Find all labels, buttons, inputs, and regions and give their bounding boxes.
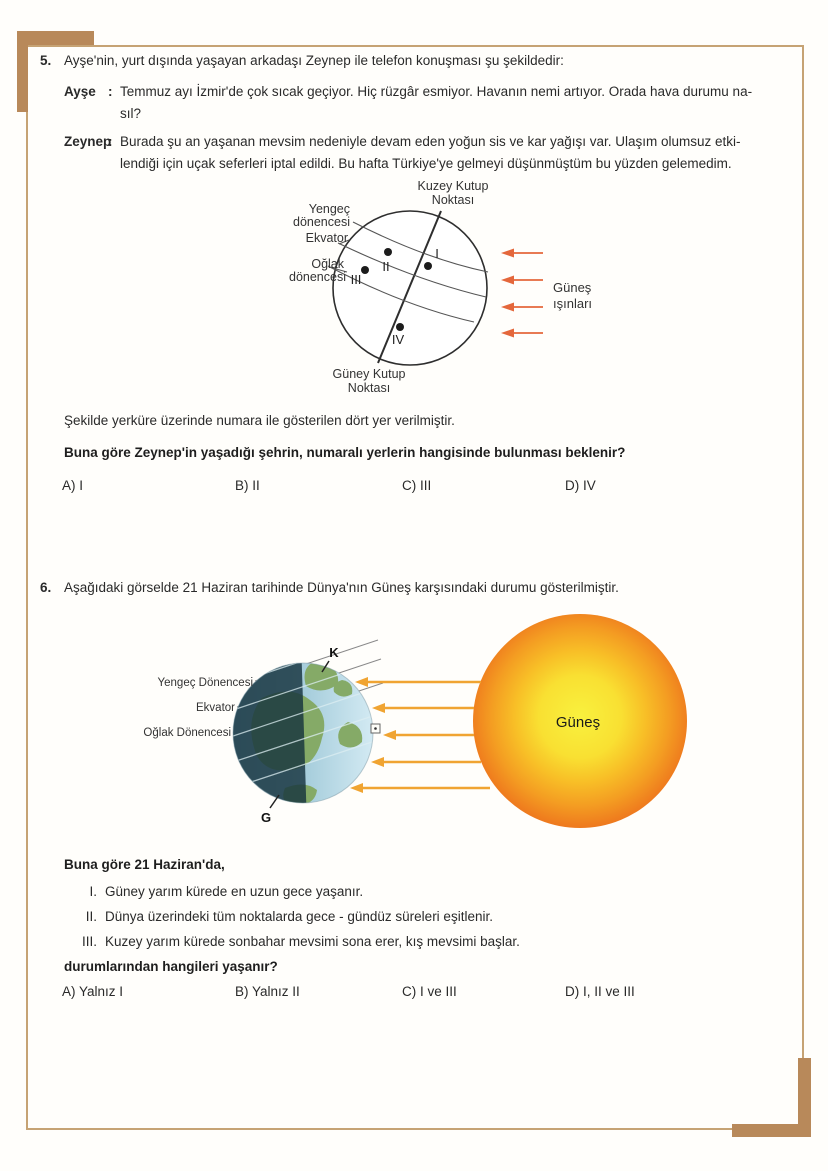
sun [473,614,687,828]
equator-label: Ekvator [306,231,348,245]
dialogue-line: Burada şu an yaşanan mevsim nedeniyle de… [120,134,741,149]
q6-option-d: D) I, II ve III [565,984,635,999]
right-angle-dot [374,727,377,730]
tropic-cancer-label-1: Yengeç [309,202,350,216]
q6-question: durumlarından hangileri yaşanır? [64,959,278,974]
q5-number: 5. [40,53,52,68]
sun-ray-arrowheads [501,248,514,338]
item-text: Dünya üzerindeki tüm noktalarda gece - g… [105,909,493,924]
item-numeral: II. [85,909,97,924]
south-pole-label-1: Güney Kutup [333,367,406,381]
q5-option-c: C) III [402,478,432,493]
point-I-label: I [435,246,439,261]
sun-ray-arrows [512,252,543,334]
point-IV-dot [396,323,404,331]
page-frame [26,45,804,1130]
item-numeral: I. [89,884,97,899]
q6-lead: Buna göre 21 Haziran'da, [64,857,225,872]
south-pole-label: G [261,810,271,825]
north-pole-label-1: Kuzey Kutup [418,179,489,193]
point-II-label: II [382,259,389,274]
corner-accent-bottom-right-h [732,1124,811,1137]
q5-option-b: B) II [235,478,260,493]
q5-dialogue-ayse: Ayşe : Temmuz ayı İzmir'de çok sıcak geç… [64,81,792,125]
north-pole-label-2: Noktası [432,193,474,207]
tropic-capricorn-label-2: dönencesi [289,270,346,284]
tropic-cancer-label-2: dönencesi [293,215,350,229]
sun-label: Güneş [556,714,600,731]
item-text: Güney yarım kürede en uzun gece yaşanır. [105,884,364,899]
speaker-label: Ayşe [64,84,96,99]
equator-label: Ekvator [196,702,235,714]
south-pole-tick [269,794,280,809]
south-pole-label-2: Noktası [348,381,390,395]
speaker-colon: : [108,84,113,99]
q6-option-a: A) Yalnız I [62,984,124,999]
point-II-dot [384,248,392,256]
equator-curve [337,242,487,298]
q5-intro: Ayşe'nin, yurt dışında yaşayan arkadaşı … [64,53,564,68]
north-pole-label: K [329,645,339,660]
item-numeral: III. [81,934,97,949]
sun-rays-label-2: ışınları [553,296,592,311]
q5-question: Buna göre Zeynep'in yaşadığı şehrin, num… [64,445,626,460]
q5-option-d: D) IV [565,478,596,493]
equator-label-line [338,239,350,245]
q6-option-c: C) I ve III [402,984,457,999]
dialogue-line: lendiği için uçak seferleri iptal edildi… [120,156,732,171]
capricorn-label-line [328,266,348,273]
north-pole-tick [321,660,330,673]
earth-axis-line [377,210,442,364]
point-IV-label: IV [392,332,405,347]
night-shadow [233,663,307,803]
q6-intro: Aşağıdaki görselde 21 Haziran tarihinde … [64,580,619,595]
corner-accent-top-left-v [17,31,28,112]
tropic-capricorn-label-1: Oğlak [311,257,344,271]
speaker-colon: : [108,134,113,149]
dialogue-line: Temmuz ayı İzmir'de çok sıcak geçiyor. H… [120,84,753,99]
q6-items: I. Güney yarım kürede en uzun gece yaşan… [0,881,828,956]
q6-earth-sun-diagram: K G Yengeç Dönencesi Ekvator Oğlak Dönen… [143,614,687,828]
point-III-dot [361,266,369,274]
corner-accent-bottom-right-v [798,1058,811,1137]
q5-dialogue-zeynep: Zeynep : Burada şu an yaşanan mevsim ned… [64,131,792,175]
q6-option-b: B) Yalnız II [235,984,300,999]
tropic-capricorn-curve [327,265,475,323]
point-III-label: III [351,272,362,287]
tropic-cancer-curve [352,221,489,273]
dialogue-line: sıl? [120,106,142,121]
tropic-cancer-label: Yengeç Dönencesi [158,677,253,689]
q6-number: 6. [40,580,52,595]
tropic-capricorn-label: Oğlak Dönencesi [143,727,231,739]
sun-rays-label-1: Güneş [553,280,592,295]
q5-globe-diagram: I II III IV Kuzey Kutup Noktası Güney Ku… [289,179,592,395]
point-I-dot [424,262,432,270]
sun-ray-lines [361,680,490,790]
speaker-label: Zeynep [64,134,112,149]
q5-note: Şekilde yerküre üzerinde numara ile göst… [64,413,455,428]
sun-ray-arrowheads [350,677,396,793]
earth-surface [233,663,373,803]
item-text: Kuzey yarım kürede sonbahar mevsimi sona… [105,934,520,949]
corner-accent-top-left-h [17,31,94,45]
q5-option-a: A) I [62,478,84,493]
